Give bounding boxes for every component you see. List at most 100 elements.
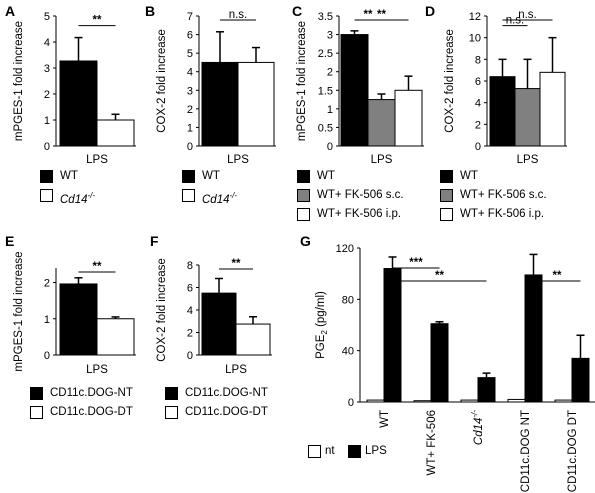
panel-a: A 0 1 2 3 4 5 mPGES-1 fold increase ** LPS [5, 3, 136, 166]
legend-swatch [348, 445, 361, 458]
y-tick-label: 10 [469, 33, 481, 45]
legend-label: Cd14-/- [60, 191, 96, 206]
x-axis-label: LPS [86, 364, 108, 376]
category-label: CD11c.DOG NT [520, 410, 532, 492]
y-tick-label: 1.5 [318, 85, 333, 97]
y-axis-label: COX-2 fold increase [444, 29, 456, 133]
y-tick-label: 1 [44, 115, 50, 127]
legend-swatch [308, 445, 321, 458]
legend-swatch [440, 189, 453, 202]
significance-label: ** [435, 270, 444, 282]
y-tick-label: 0.5 [318, 122, 333, 134]
y-tick-label: 2 [187, 328, 193, 340]
legend-label: WT+ FK-506 i.p. [460, 208, 545, 220]
bar-lps [477, 377, 496, 403]
y-tick-label: 40 [342, 346, 354, 358]
legend-label: nt [325, 445, 335, 457]
y-tick-label: 120 [336, 243, 354, 255]
category-label: CD11c.DOG DT [567, 410, 579, 492]
panel-c: C 0 0.5 1 1.5 2 2.5 3 3.5 mPGES-1 fold increase **… [292, 3, 424, 166]
legend-swatch [297, 170, 310, 183]
legend-label: WT [202, 170, 220, 182]
panel-d: D 0 2 4 6 8 10 12 COX-2 fold increase n.s.n.s. LPS [425, 3, 567, 166]
legend-swatch [182, 189, 195, 202]
y-axis-label: COX-2 fold increase [156, 258, 168, 362]
panel-letter: E [5, 233, 14, 249]
legend-swatch [297, 208, 310, 221]
legend-swatch [297, 189, 310, 202]
bar-nt [413, 400, 432, 403]
y-tick-label: 4 [44, 37, 50, 49]
legend-label: WT+ FK-506 s.c. [317, 189, 404, 201]
legend-label: Cd14-/- [202, 191, 238, 206]
legend-swatch [440, 208, 453, 221]
legend-label: WT [60, 170, 78, 182]
bar-wt-fk-506-s-c- [514, 88, 541, 147]
panel-letter: D [425, 3, 435, 19]
legend-label: CD11c.DOG-DT [50, 406, 133, 418]
legend-swatch [40, 170, 53, 183]
legend-swatch [30, 406, 43, 419]
panel-letter: G [300, 233, 311, 249]
y-tick-label: 0 [44, 350, 50, 362]
y-tick-label: 1 [187, 122, 193, 134]
y-tick-label: 0 [327, 141, 333, 153]
legend-swatch [182, 170, 195, 183]
y-tick-label: 5 [44, 11, 50, 23]
legend-label: CD11c.DOG-NT [185, 387, 268, 399]
y-tick-label: 3 [44, 63, 50, 75]
legend-label: CD11c.DOG-DT [185, 406, 268, 418]
x-axis-label: LPS [86, 154, 108, 166]
significance-label: ** [553, 270, 562, 282]
y-tick-label: 12 [469, 11, 481, 23]
bar-cd11c-dog-nt [201, 292, 237, 356]
bar-wt [201, 61, 239, 147]
panel-letter: C [292, 3, 302, 19]
bar-nt [554, 399, 573, 403]
y-axis-label: mPGES-1 fold increase [13, 21, 25, 141]
y-tick-label: 2 [327, 67, 333, 79]
legend-swatch [165, 387, 178, 400]
bar-wt [340, 34, 369, 147]
y-tick-label: 6 [187, 283, 193, 295]
y-tick-label: 3 [187, 85, 193, 97]
panel-g: G 0 40 80 120 PGE2 (pg/ml) WT WT+ FK-506 Cd14-/-… [300, 233, 595, 492]
x-axis-label: LPS [371, 154, 393, 166]
panel-letter: A [5, 3, 15, 19]
category-label: Cd14-/- [470, 410, 485, 445]
x-axis-label: LPS [227, 154, 249, 166]
bar-wt [59, 60, 98, 147]
y-axis-label: COX-2 fold increase [156, 29, 168, 133]
y-tick-label: 2 [475, 119, 481, 131]
y-tick-label: 8 [187, 260, 193, 272]
y-tick-label: 80 [342, 294, 354, 306]
panel-e: E 0 1 2 mPGES-1 fold increase ** LPS [5, 233, 136, 376]
y-tick-label: 2 [44, 89, 50, 101]
legend-label: WT+ FK-506 i.p. [317, 208, 402, 220]
legend-label: WT+ FK-506 s.c. [460, 189, 547, 201]
y-axis-label: mPGES-1 fold increase [296, 21, 308, 141]
category-label: WT+ FK-506 [426, 410, 438, 476]
legend-swatch [40, 189, 53, 202]
significance-label: ** [232, 258, 241, 270]
bar-lps [571, 357, 590, 403]
y-tick-label: 0 [475, 141, 481, 153]
y-tick-label: 2 [187, 104, 193, 116]
y-tick-label: 6 [475, 76, 481, 88]
legend-swatch [30, 387, 43, 400]
significance-label: n.s. [518, 9, 537, 21]
y-tick-label: 4 [475, 98, 481, 110]
y-tick-label: 4 [187, 67, 193, 79]
legend-swatch [165, 406, 178, 419]
significance-label: ** [93, 15, 102, 27]
significance-label: n.s. [229, 9, 248, 21]
y-tick-label: 5 [187, 48, 193, 60]
bar-nt [460, 399, 479, 403]
bar-wt-fk-506-i-p- [539, 71, 566, 147]
bar-lps [383, 268, 402, 403]
y-tick-label: 3.5 [318, 11, 333, 23]
y-axis-label: PGE2 (pg/ml) [315, 291, 329, 359]
bar-lps [430, 323, 449, 403]
significance-label: *** [409, 257, 423, 269]
y-tick-label: 2 [44, 278, 50, 290]
